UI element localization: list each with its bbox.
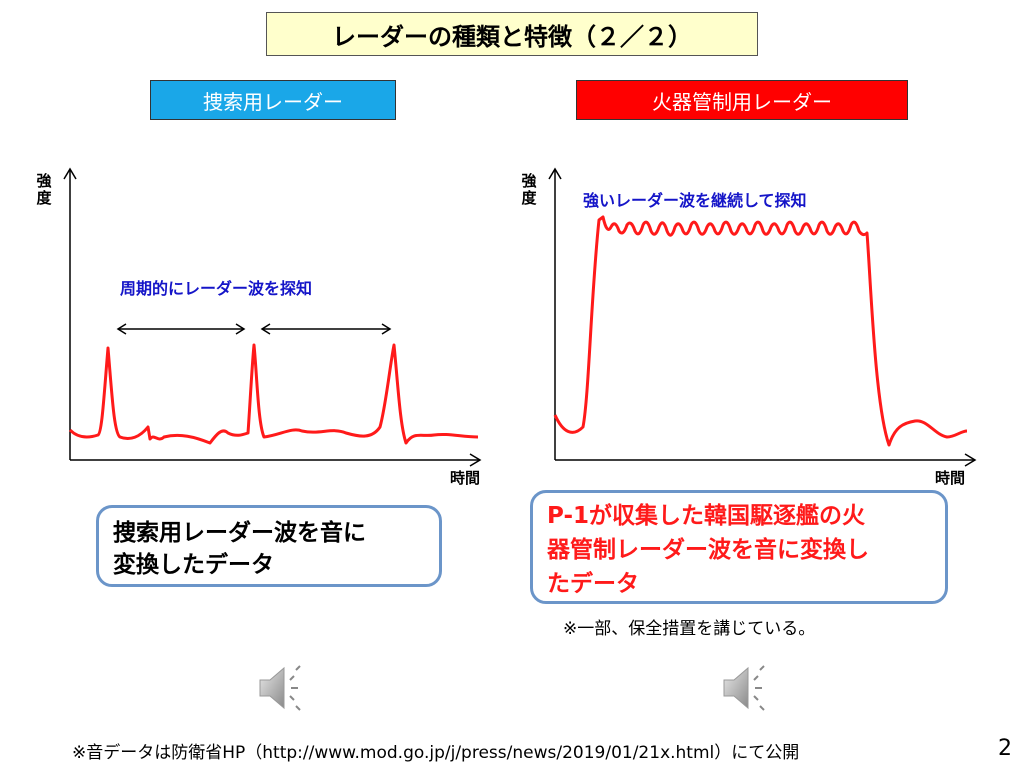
search-radar-annotation: 周期的にレーダー波を探知 bbox=[120, 279, 313, 298]
fire-control-radar-signal bbox=[553, 215, 968, 447]
search-radar-label: 捜索用レーダー bbox=[150, 80, 396, 120]
note-line: たデータ bbox=[547, 571, 639, 597]
note-line: P-1が収集した韓国駆逐艦の火 bbox=[547, 503, 866, 529]
search-radar-plot bbox=[63, 167, 482, 467]
fire-control-radar-label: 火器管制用レーダー bbox=[576, 80, 908, 120]
fire-control-radar-annotation: 強いレーダー波を継続して探知 bbox=[583, 191, 807, 210]
y-axis-arrow bbox=[548, 167, 562, 180]
note-line: 捜索用レーダー波を音に bbox=[113, 520, 366, 546]
page-number: 2 bbox=[998, 736, 1012, 761]
fire-control-radar-plot bbox=[548, 167, 977, 467]
search-radar-note: 捜索用レーダー波を音に 変換したデータ bbox=[96, 505, 442, 587]
note-line: 変換したデータ bbox=[113, 552, 274, 578]
x-axis-arrow bbox=[469, 453, 482, 467]
x-axis-label: 時間 bbox=[450, 469, 481, 487]
speaker-icon[interactable] bbox=[720, 660, 776, 716]
y-axis-arrow bbox=[63, 167, 77, 180]
y-axis-label: 強度 bbox=[521, 172, 537, 207]
y-axis-label: 強度 bbox=[36, 172, 52, 207]
page-title: レーダーの種類と特徴（２／２） bbox=[266, 12, 758, 56]
x-axis-label: 時間 bbox=[935, 469, 966, 487]
fire-control-radar-note: P-1が収集した韓国駆逐艦の火 器管制レーダー波を音に変換し たデータ bbox=[530, 490, 948, 604]
security-measure-note: ※一部、保全措置を講じている。 bbox=[563, 619, 816, 639]
fire-control-radar-chart: 強度 時間 強いレーダー波を継続して探知 bbox=[515, 165, 985, 490]
x-axis-arrow bbox=[964, 453, 977, 467]
search-radar-chart: 強度 時間 周期的にレーダー波を探知 bbox=[30, 165, 490, 490]
search-radar-signal bbox=[68, 343, 479, 445]
speaker-icon[interactable] bbox=[256, 660, 312, 716]
source-footer: ※音データは防衛省HP（http://www.mod.go.jp/j/press… bbox=[72, 743, 800, 763]
note-line: 器管制レーダー波を音に変換し bbox=[547, 537, 869, 563]
